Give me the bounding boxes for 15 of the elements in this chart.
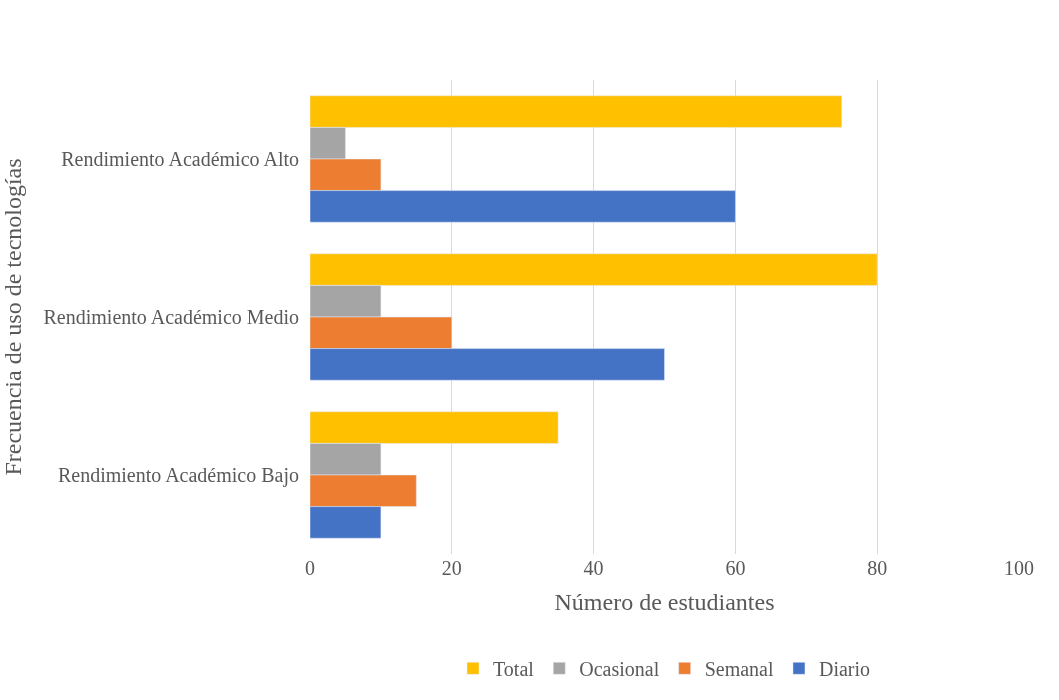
- x-tick-label: 60: [725, 557, 746, 579]
- x-axis-title: Número de estudiantes: [554, 589, 775, 616]
- y-tick-label: Rendimiento Académico Bajo: [57, 464, 299, 487]
- x-tick-label: 0: [305, 557, 315, 579]
- legend-label: Diario: [818, 658, 871, 681]
- x-tick-label: 20: [441, 557, 462, 579]
- legend-label: Ocasional: [579, 658, 660, 681]
- y-tick-label: Rendimiento Académico Medio: [43, 306, 299, 328]
- x-tick-label: 80: [867, 557, 888, 579]
- y-tick-label: Rendimiento Académico Alto: [61, 148, 299, 170]
- legend-label: Total: [493, 658, 535, 681]
- legend-label: Semanal: [704, 658, 774, 681]
- x-tick-label: 100: [1004, 557, 1034, 579]
- x-tick-label: 40: [583, 557, 604, 579]
- y-axis-title: Frecuencia de uso de tecnologías: [0, 158, 26, 476]
